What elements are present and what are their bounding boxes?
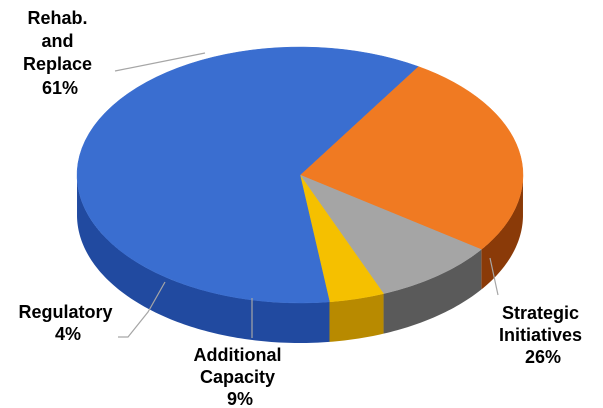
slice-label-rehab: Rehab. and Replace 61%: [23, 8, 97, 98]
svg-text:Rehab. and Replace: Rehab. and Replace 61%: [23, 8, 97, 98]
label-additional-value: 9%: [227, 389, 253, 408]
slice-top-additional: [299, 174, 482, 294]
label-rehab-line-3: Replace: [23, 54, 92, 74]
pie-sides: [77, 176, 523, 343]
label-strategic-line-1: Strategic: [502, 303, 579, 323]
svg-text:Additional Capacity: Additional Capacity 9%: [193, 345, 286, 408]
slice-side-rehab: [77, 176, 330, 343]
slice-label-additional: Additional Capacity 9%: [193, 345, 286, 408]
label-additional-line-2: Capacity: [200, 367, 275, 387]
slice-label-regulatory: Regulatory 4%: [18, 302, 117, 344]
slice-side-regulatory: [329, 293, 384, 342]
svg-text:Strategic Initiatives: Strategic Initiatives 26%: [499, 303, 587, 367]
slice-top-strategic: [299, 66, 524, 250]
label-regulatory-line-1: Regulatory: [18, 302, 112, 322]
leader-regulatory: [118, 281, 166, 338]
leader-rehab: [114, 52, 206, 72]
slice-label-strategic: Strategic Initiatives 26%: [499, 303, 587, 367]
label-rehab-line-2: and: [41, 31, 73, 51]
label-additional-line-1: Additional: [193, 345, 281, 365]
slice-top-rehab: [76, 46, 419, 304]
slice-side-strategic: [481, 176, 523, 290]
svg-text:Regulatory 4%: Regulatory 4%: [18, 302, 117, 344]
leader-strategic: [489, 257, 499, 296]
pie-tops: [76, 46, 524, 304]
label-rehab-line-1: Rehab.: [27, 8, 87, 28]
leader-lines: [114, 52, 499, 338]
label-strategic-line-2: Initiatives: [499, 325, 582, 345]
label-rehab-value: 61%: [42, 78, 78, 98]
label-regulatory-value: 4%: [55, 324, 81, 344]
label-strategic-value: 26%: [525, 347, 561, 367]
slice-side-additional: [383, 249, 482, 334]
